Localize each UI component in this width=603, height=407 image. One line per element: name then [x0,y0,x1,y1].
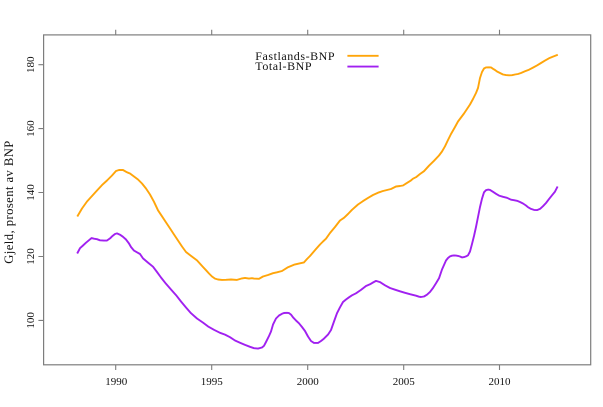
svg-text:160: 160 [25,120,37,137]
svg-text:140: 140 [25,184,37,201]
svg-text:120: 120 [25,248,37,265]
svg-text:1995: 1995 [201,376,224,388]
svg-text:Total-BNP: Total-BNP [255,59,312,73]
svg-text:2005: 2005 [393,376,416,388]
svg-text:100: 100 [25,312,37,329]
svg-text:Gjeld, prosent av BNP: Gjeld, prosent av BNP [2,140,16,263]
svg-text:180: 180 [25,56,37,73]
svg-text:1990: 1990 [105,376,128,388]
svg-text:2000: 2000 [297,376,320,388]
svg-text:2010: 2010 [489,376,512,388]
svg-text:Fastlands-BNP: Fastlands-BNP [255,49,335,63]
